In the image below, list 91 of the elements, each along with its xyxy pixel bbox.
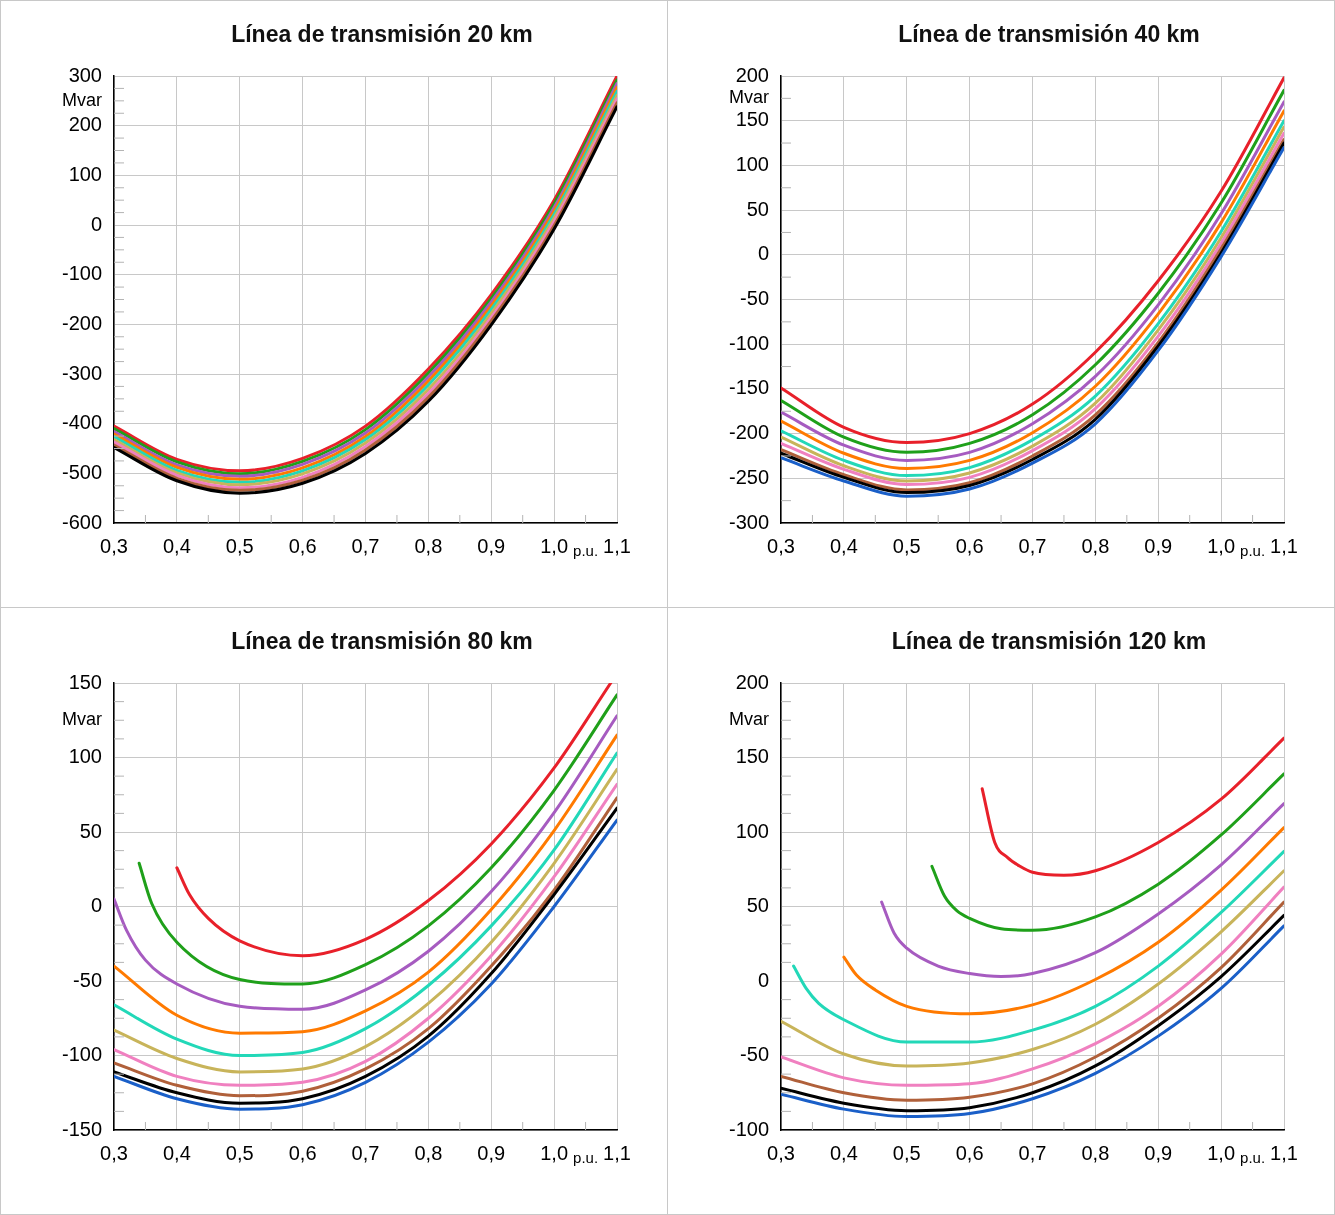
y-tick-label: -100 bbox=[61, 1043, 102, 1066]
y-tick-label: 50 bbox=[746, 197, 769, 220]
y-tick-label: 0 bbox=[757, 242, 769, 265]
y-tick-label: -400 bbox=[61, 411, 102, 434]
x-tick-label: 0,6 bbox=[288, 534, 317, 557]
line-series bbox=[842, 826, 1284, 1016]
x-tick-label: 0,9 bbox=[477, 1141, 506, 1164]
y-axis-title: Mvar bbox=[62, 709, 102, 730]
x-tick-label: 0,5 bbox=[892, 1141, 921, 1164]
x-axis-title: p.u. bbox=[573, 1149, 599, 1167]
x-tick-label: 0,5 bbox=[225, 534, 254, 557]
x-tick-label: 0,8 bbox=[1081, 534, 1110, 557]
y-tick-label: -150 bbox=[728, 376, 769, 399]
y-tick-label: -300 bbox=[61, 361, 102, 384]
y-tick-label: 50 bbox=[79, 819, 102, 842]
x-tick-label: 1,0 bbox=[1207, 1141, 1236, 1164]
x-axis-title: p.u. bbox=[573, 542, 599, 560]
y-axis-title: Mvar bbox=[729, 87, 769, 108]
y-tick-label: 0 bbox=[90, 212, 102, 235]
x-tick-label: 0,8 bbox=[414, 534, 443, 557]
x-tick-label: 1,1 bbox=[603, 534, 631, 557]
line-series bbox=[175, 683, 613, 958]
y-tick-label: 200 bbox=[68, 113, 102, 136]
y-tick-label: -300 bbox=[728, 510, 769, 533]
x-tick-label: 0,8 bbox=[414, 1141, 443, 1164]
x-axis-title: p.u. bbox=[1240, 1149, 1266, 1167]
x-tick-label: 0,3 bbox=[100, 1141, 128, 1164]
chart-title: Línea de transmisión 80 km bbox=[230, 628, 534, 655]
x-tick-label: 0,6 bbox=[288, 1141, 317, 1164]
y-tick-label: 150 bbox=[735, 108, 769, 131]
x-tick-label: 0,7 bbox=[351, 1141, 380, 1164]
y-tick-label: 0 bbox=[90, 894, 102, 917]
x-tick-label: 1,1 bbox=[1270, 534, 1298, 557]
y-tick-label: 100 bbox=[68, 162, 102, 185]
y-tick-label: 100 bbox=[68, 745, 102, 768]
x-tick-label: 0,5 bbox=[225, 1141, 254, 1164]
chart-title: Línea de transmisión 120 km bbox=[890, 628, 1208, 655]
x-tick-label: 0,4 bbox=[829, 1141, 858, 1164]
y-tick-label: -100 bbox=[728, 1117, 769, 1140]
y-tick-label: -200 bbox=[61, 311, 102, 334]
y-tick-label: -500 bbox=[61, 460, 102, 483]
x-tick-label: 1,0 bbox=[540, 534, 569, 557]
line-series bbox=[980, 736, 1284, 877]
x-tick-label: 0,4 bbox=[829, 534, 858, 557]
x-tick-label: 0,4 bbox=[162, 534, 191, 557]
y-tick-label: -250 bbox=[728, 465, 769, 488]
x-tick-label: 0,3 bbox=[767, 534, 795, 557]
x-tick-label: 0,3 bbox=[100, 534, 128, 557]
x-tick-label: 0,7 bbox=[1018, 534, 1047, 557]
line-series bbox=[880, 802, 1284, 979]
y-tick-label: 100 bbox=[735, 152, 769, 175]
y-tick-label: 150 bbox=[735, 745, 769, 768]
y-tick-label: -600 bbox=[61, 510, 102, 533]
x-tick-label: 0,3 bbox=[767, 1141, 795, 1164]
line-series bbox=[781, 869, 1284, 1068]
y-tick-label: -150 bbox=[61, 1117, 102, 1140]
x-tick-label: 0,4 bbox=[162, 1141, 191, 1164]
x-tick-label: 1,1 bbox=[603, 1141, 631, 1164]
y-tick-label: 300 bbox=[68, 63, 102, 86]
y-tick-label: 200 bbox=[735, 63, 769, 86]
chart-title: Línea de transmisión 20 km bbox=[230, 21, 534, 48]
line-series bbox=[930, 772, 1284, 932]
x-tick-label: 0,6 bbox=[955, 534, 984, 557]
y-axis-title: Mvar bbox=[729, 709, 769, 730]
y-tick-label: -100 bbox=[61, 262, 102, 285]
x-tick-label: 1,0 bbox=[540, 1141, 569, 1164]
y-tick-label: 150 bbox=[68, 670, 102, 693]
x-tick-label: 0,7 bbox=[1018, 1141, 1047, 1164]
y-tick-label: 100 bbox=[735, 819, 769, 842]
y-axis-title: Mvar bbox=[62, 89, 102, 110]
y-tick-label: 200 bbox=[735, 670, 769, 693]
y-tick-label: 50 bbox=[746, 894, 769, 917]
y-tick-label: 0 bbox=[757, 968, 769, 991]
x-tick-label: 0,9 bbox=[1144, 534, 1173, 557]
line-series bbox=[137, 693, 617, 986]
x-axis-title: p.u. bbox=[1240, 542, 1266, 560]
x-tick-label: 0,5 bbox=[892, 534, 921, 557]
x-tick-label: 1,1 bbox=[1270, 1141, 1298, 1164]
x-tick-label: 0,7 bbox=[351, 534, 380, 557]
y-tick-label: -100 bbox=[728, 331, 769, 354]
chart-title: Línea de transmisión 40 km bbox=[897, 21, 1201, 48]
x-tick-label: 1,0 bbox=[1207, 534, 1236, 557]
y-tick-label: -50 bbox=[740, 287, 769, 310]
y-tick-label: -200 bbox=[728, 421, 769, 444]
y-tick-label: -50 bbox=[73, 968, 102, 991]
y-tick-label: -50 bbox=[740, 1043, 769, 1066]
x-tick-label: 0,9 bbox=[477, 534, 506, 557]
x-tick-label: 0,9 bbox=[1144, 1141, 1173, 1164]
x-tick-label: 0,8 bbox=[1081, 1141, 1110, 1164]
line-series bbox=[792, 849, 1284, 1044]
x-tick-label: 0,6 bbox=[955, 1141, 984, 1164]
